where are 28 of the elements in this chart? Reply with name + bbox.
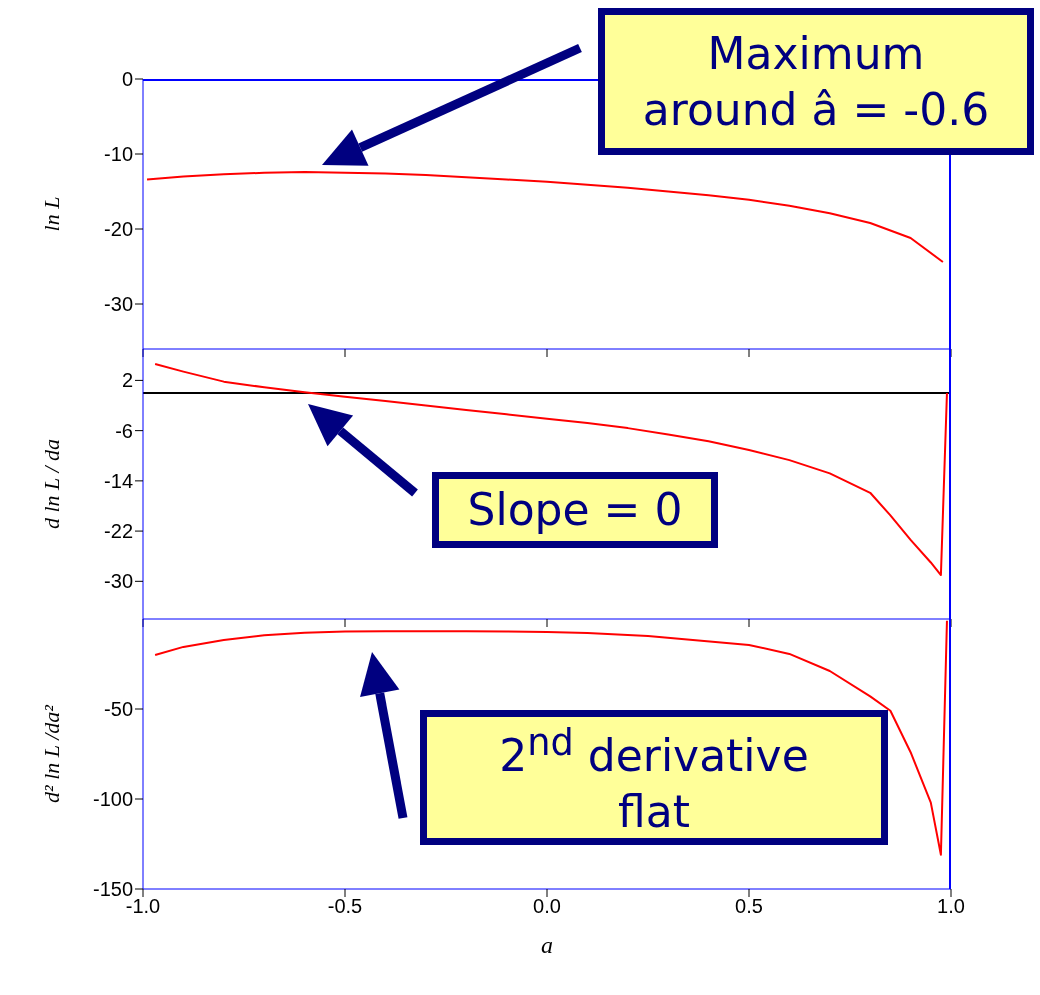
- y-tick-label: -30: [104, 570, 133, 593]
- annotation: Slope = 0: [467, 483, 683, 537]
- y-tick-label: -50: [104, 698, 133, 721]
- y-tick-label: -6: [115, 419, 133, 442]
- y-tick-label: -14: [104, 469, 133, 492]
- note-box: 2$^{nd}$ derivative flat: [420, 710, 888, 845]
- x-tick-label: 0.0: [533, 895, 561, 918]
- y-tick-label: -100: [92, 788, 133, 811]
- line-series: [154, 619, 948, 856]
- y-tick-label: -30: [104, 293, 133, 316]
- y-tick-label: 0: [121, 68, 133, 91]
- y-tick-label: -20: [104, 218, 133, 241]
- y-axis-title: ln L: [38, 196, 64, 232]
- y-axis-title: d² ln L /da²: [38, 704, 64, 803]
- y-axis-title: d ln L / da: [38, 438, 64, 530]
- x-tick-label: -0.5: [327, 895, 363, 918]
- note-box: Slope = 0: [432, 472, 718, 548]
- y-tick-label: -22: [104, 520, 133, 543]
- x-tick-label: 1.0: [937, 895, 965, 918]
- annotation: 2$^{nd}$ derivative flat: [498, 720, 810, 839]
- note-box: Maximum around â = -0.6: [598, 8, 1034, 155]
- line-series: [154, 363, 948, 577]
- annotation: Maximum around â = -0.6: [641, 26, 991, 137]
- x-tick-label: 0.5: [735, 895, 763, 918]
- line-series: [146, 171, 944, 263]
- y-tick-label: 2: [121, 369, 133, 392]
- x-axis-title: a: [541, 932, 553, 958]
- y-tick-label: -10: [104, 143, 133, 166]
